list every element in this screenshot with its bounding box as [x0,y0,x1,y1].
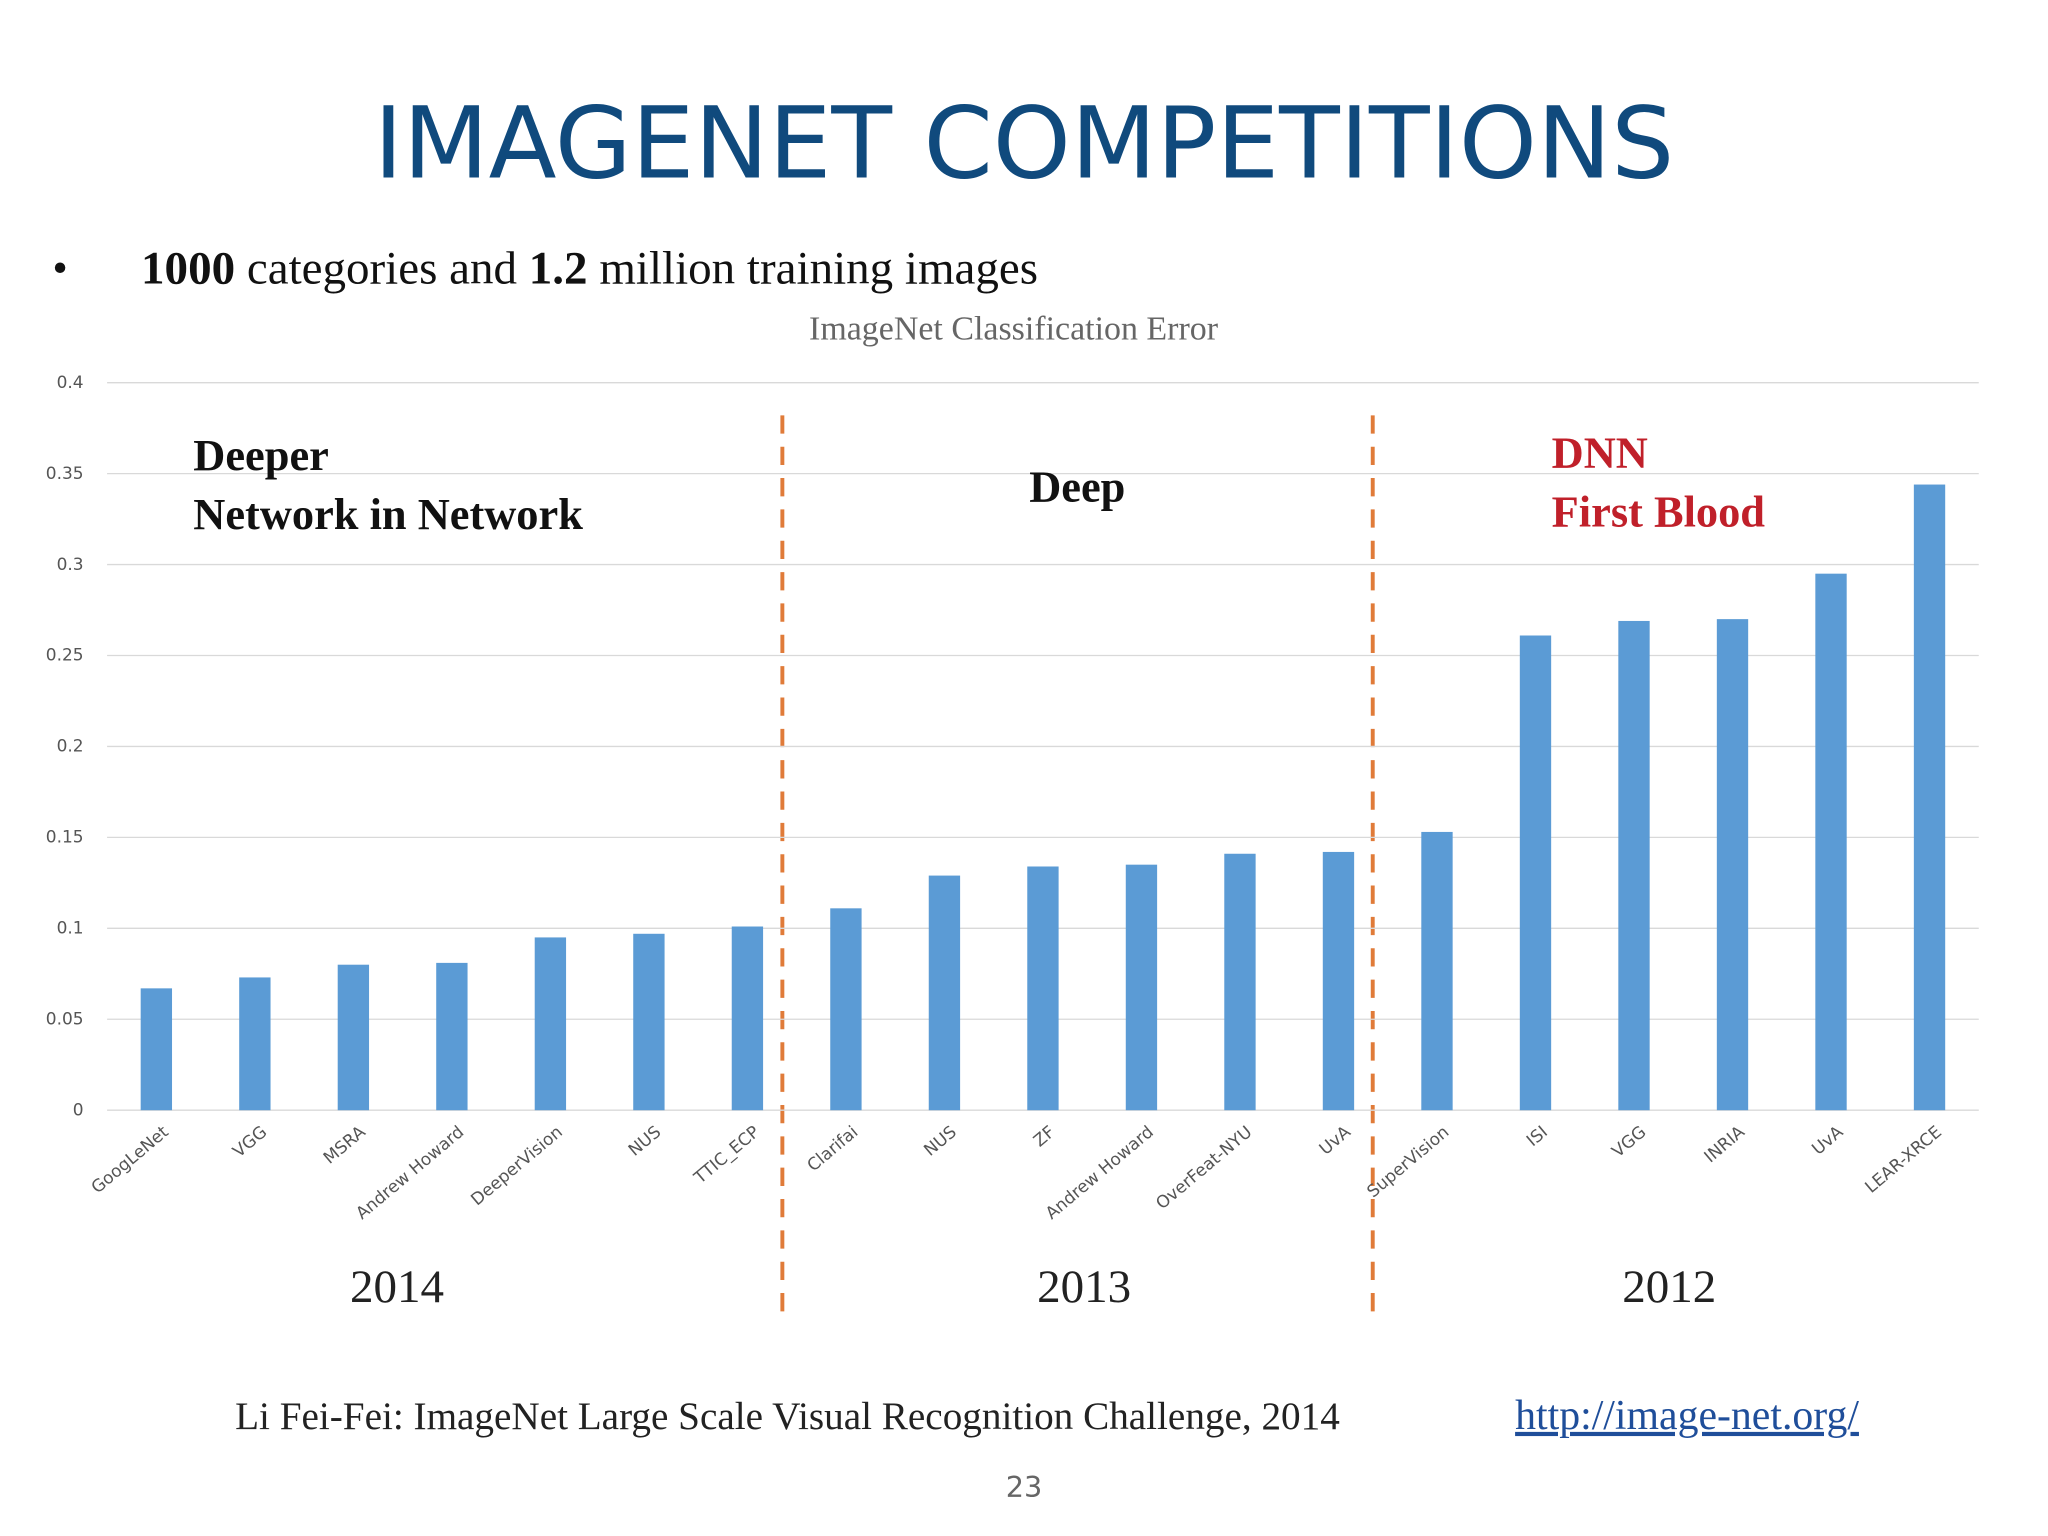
group-annotation: Deeper [193,430,329,480]
bar [239,977,271,1111]
citation: Li Fei-Fei: ImageNet Large Scale Visual … [235,1395,1340,1438]
y-tick-label: 0.25 [46,646,84,666]
bar [1519,635,1552,1111]
bar [337,964,370,1111]
y-tick-label: 0 [73,1100,84,1120]
bar [1421,831,1453,1111]
bar [1618,620,1650,1111]
bar [1716,619,1749,1111]
bullet-segment: 1.2 [529,242,588,294]
chart-title: ImageNet Classification Error [809,311,1218,348]
bar [140,988,173,1111]
bullet-segment: categories and [235,242,529,294]
bar [928,875,961,1111]
year-label: 2012 [1622,1261,1716,1313]
bar [1027,866,1059,1111]
slide-title: IMAGENET COMPETITIONS [374,87,1675,202]
bar [731,926,764,1111]
y-tick-label: 0.15 [46,828,84,848]
year-label: 2013 [1037,1261,1131,1313]
bullet-text: 1000 categories and 1.2 million training… [141,242,1038,294]
bullet-segment: million training images [588,242,1039,294]
group-annotation: Deep [1029,462,1125,512]
year-label: 2014 [350,1261,444,1313]
y-tick-label: 0.3 [57,555,84,575]
y-tick-label: 0.2 [57,737,84,757]
bar [436,962,468,1111]
bar [1125,864,1158,1111]
bar [633,933,665,1111]
y-tick-label: 0.4 [57,373,84,393]
y-tick-label: 0.05 [46,1009,84,1029]
y-tick-label: 0.1 [57,919,84,939]
bar [1815,573,1847,1111]
group-annotation: Network in Network [193,489,583,539]
group-annotation: First Blood [1552,486,1766,536]
link[interactable]: http://image-net.org/ [1515,1393,1859,1439]
bar [1913,484,1946,1111]
bar [1224,853,1256,1111]
bullet-segment: 1000 [141,242,235,294]
bar [534,937,567,1111]
bar [830,908,862,1111]
y-tick-label: 0.35 [46,464,84,484]
bullet-dot [54,262,66,273]
bar [1322,851,1355,1111]
group-annotation: DNN [1552,428,1648,478]
page-number: 23 [1006,1470,1043,1504]
